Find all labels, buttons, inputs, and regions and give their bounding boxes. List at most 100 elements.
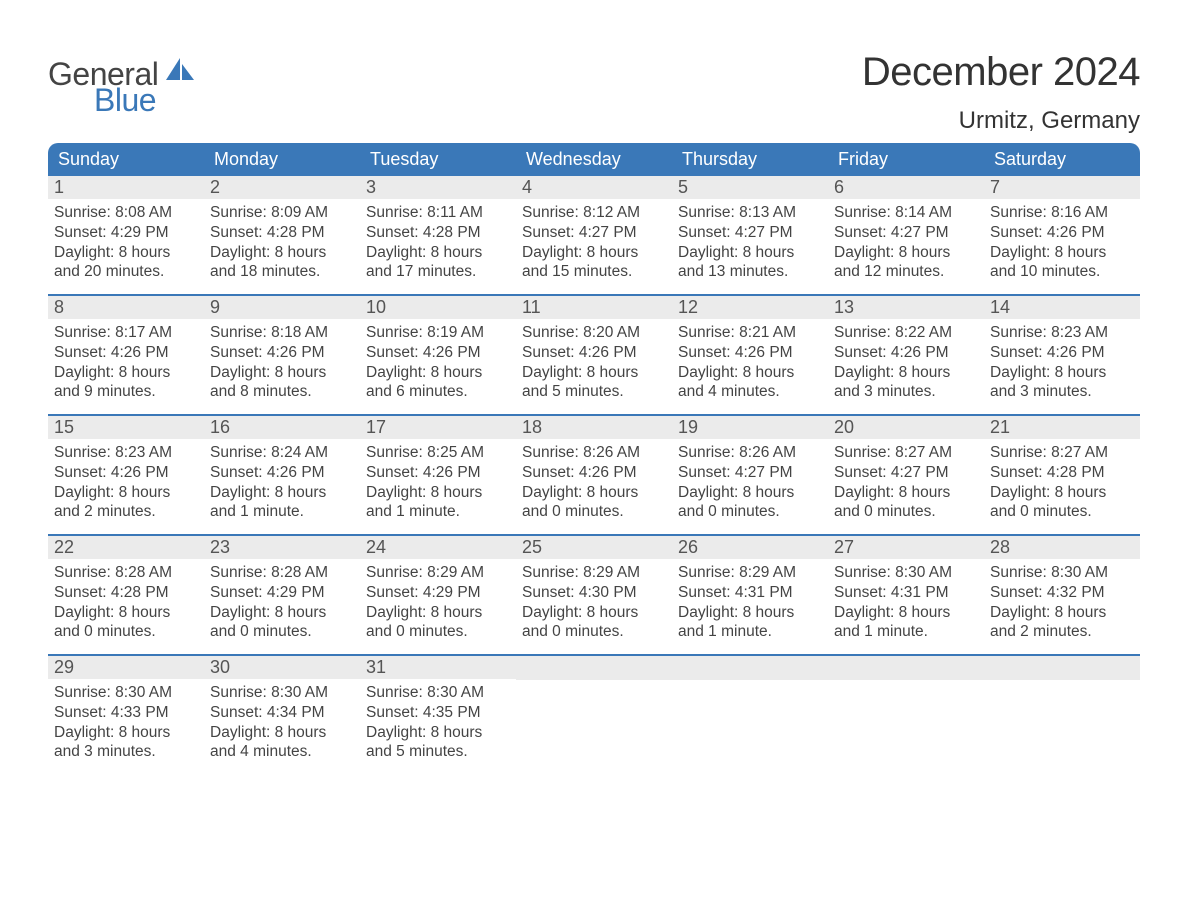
daylight-text-2: and 15 minutes. xyxy=(522,262,666,282)
daylight-text-1: Daylight: 8 hours xyxy=(678,603,822,623)
day-content: Sunrise: 8:19 AMSunset: 4:26 PMDaylight:… xyxy=(360,319,516,410)
day-content: Sunrise: 8:26 AMSunset: 4:26 PMDaylight:… xyxy=(516,439,672,530)
day-number: 23 xyxy=(204,536,360,559)
daylight-text-2: and 20 minutes. xyxy=(54,262,198,282)
sunset-text: Sunset: 4:29 PM xyxy=(366,583,510,603)
day-content: Sunrise: 8:23 AMSunset: 4:26 PMDaylight:… xyxy=(48,439,204,530)
sunrise-text: Sunrise: 8:30 AM xyxy=(990,563,1134,583)
sunset-text: Sunset: 4:28 PM xyxy=(366,223,510,243)
day-content: Sunrise: 8:09 AMSunset: 4:28 PMDaylight:… xyxy=(204,199,360,290)
day-cell: 2Sunrise: 8:09 AMSunset: 4:28 PMDaylight… xyxy=(204,176,360,294)
day-cell: 11Sunrise: 8:20 AMSunset: 4:26 PMDayligh… xyxy=(516,296,672,414)
daylight-text-1: Daylight: 8 hours xyxy=(366,483,510,503)
daylight-text-1: Daylight: 8 hours xyxy=(210,243,354,263)
day-content: Sunrise: 8:30 AMSunset: 4:34 PMDaylight:… xyxy=(204,679,360,770)
day-cell: 24Sunrise: 8:29 AMSunset: 4:29 PMDayligh… xyxy=(360,536,516,654)
day-number: 29 xyxy=(48,656,204,679)
day-content: Sunrise: 8:13 AMSunset: 4:27 PMDaylight:… xyxy=(672,199,828,290)
daylight-text-2: and 17 minutes. xyxy=(366,262,510,282)
daylight-text-2: and 1 minute. xyxy=(210,502,354,522)
day-content: Sunrise: 8:30 AMSunset: 4:33 PMDaylight:… xyxy=(48,679,204,770)
day-number: 7 xyxy=(984,176,1140,199)
day-content: Sunrise: 8:17 AMSunset: 4:26 PMDaylight:… xyxy=(48,319,204,410)
empty-day-bar xyxy=(516,656,672,680)
sunset-text: Sunset: 4:27 PM xyxy=(834,463,978,483)
day-cell: 18Sunrise: 8:26 AMSunset: 4:26 PMDayligh… xyxy=(516,416,672,534)
sunset-text: Sunset: 4:26 PM xyxy=(678,343,822,363)
sunset-text: Sunset: 4:26 PM xyxy=(522,463,666,483)
location-label: Urmitz, Germany xyxy=(862,107,1140,135)
daylight-text-1: Daylight: 8 hours xyxy=(990,483,1134,503)
day-number: 6 xyxy=(828,176,984,199)
day-number: 10 xyxy=(360,296,516,319)
daylight-text-2: and 1 minute. xyxy=(366,502,510,522)
day-cell: 12Sunrise: 8:21 AMSunset: 4:26 PMDayligh… xyxy=(672,296,828,414)
daylight-text-2: and 5 minutes. xyxy=(522,382,666,402)
sunrise-text: Sunrise: 8:22 AM xyxy=(834,323,978,343)
daylight-text-1: Daylight: 8 hours xyxy=(990,243,1134,263)
daylight-text-2: and 0 minutes. xyxy=(54,622,198,642)
day-number: 24 xyxy=(360,536,516,559)
daylight-text-1: Daylight: 8 hours xyxy=(366,723,510,743)
sunset-text: Sunset: 4:26 PM xyxy=(366,463,510,483)
sunrise-text: Sunrise: 8:27 AM xyxy=(990,443,1134,463)
sunset-text: Sunset: 4:28 PM xyxy=(990,463,1134,483)
daylight-text-1: Daylight: 8 hours xyxy=(834,243,978,263)
sunset-text: Sunset: 4:26 PM xyxy=(990,223,1134,243)
day-number: 13 xyxy=(828,296,984,319)
daylight-text-2: and 1 minute. xyxy=(834,622,978,642)
sunset-text: Sunset: 4:27 PM xyxy=(678,223,822,243)
daylight-text-2: and 3 minutes. xyxy=(990,382,1134,402)
daylight-text-2: and 6 minutes. xyxy=(366,382,510,402)
day-cell: 9Sunrise: 8:18 AMSunset: 4:26 PMDaylight… xyxy=(204,296,360,414)
sunrise-text: Sunrise: 8:20 AM xyxy=(522,323,666,343)
day-cell: 8Sunrise: 8:17 AMSunset: 4:26 PMDaylight… xyxy=(48,296,204,414)
day-header-tuesday: Tuesday xyxy=(360,143,516,176)
day-cell: 30Sunrise: 8:30 AMSunset: 4:34 PMDayligh… xyxy=(204,656,360,774)
logo-sail-icon xyxy=(166,58,194,84)
daylight-text-1: Daylight: 8 hours xyxy=(54,243,198,263)
sunrise-text: Sunrise: 8:28 AM xyxy=(54,563,198,583)
day-content: Sunrise: 8:11 AMSunset: 4:28 PMDaylight:… xyxy=(360,199,516,290)
day-number: 28 xyxy=(984,536,1140,559)
sunset-text: Sunset: 4:26 PM xyxy=(210,463,354,483)
daylight-text-1: Daylight: 8 hours xyxy=(54,603,198,623)
sunset-text: Sunset: 4:31 PM xyxy=(834,583,978,603)
day-cell: 25Sunrise: 8:29 AMSunset: 4:30 PMDayligh… xyxy=(516,536,672,654)
sunset-text: Sunset: 4:26 PM xyxy=(834,343,978,363)
sunrise-text: Sunrise: 8:28 AM xyxy=(210,563,354,583)
day-cell: 1Sunrise: 8:08 AMSunset: 4:29 PMDaylight… xyxy=(48,176,204,294)
sunset-text: Sunset: 4:32 PM xyxy=(990,583,1134,603)
daylight-text-2: and 4 minutes. xyxy=(678,382,822,402)
day-cell: 3Sunrise: 8:11 AMSunset: 4:28 PMDaylight… xyxy=(360,176,516,294)
daylight-text-2: and 18 minutes. xyxy=(210,262,354,282)
title-block: December 2024 Urmitz, Germany xyxy=(862,50,1140,135)
day-cell: 7Sunrise: 8:16 AMSunset: 4:26 PMDaylight… xyxy=(984,176,1140,294)
day-number: 30 xyxy=(204,656,360,679)
day-number: 18 xyxy=(516,416,672,439)
daylight-text-1: Daylight: 8 hours xyxy=(54,723,198,743)
sunset-text: Sunset: 4:26 PM xyxy=(54,463,198,483)
daylight-text-1: Daylight: 8 hours xyxy=(210,363,354,383)
day-content: Sunrise: 8:22 AMSunset: 4:26 PMDaylight:… xyxy=(828,319,984,410)
daylight-text-2: and 4 minutes. xyxy=(210,742,354,762)
daylight-text-2: and 0 minutes. xyxy=(990,502,1134,522)
sunrise-text: Sunrise: 8:24 AM xyxy=(210,443,354,463)
day-number: 27 xyxy=(828,536,984,559)
empty-day-bar xyxy=(672,656,828,680)
day-content: Sunrise: 8:14 AMSunset: 4:27 PMDaylight:… xyxy=(828,199,984,290)
day-content: Sunrise: 8:30 AMSunset: 4:35 PMDaylight:… xyxy=(360,679,516,770)
day-content: Sunrise: 8:25 AMSunset: 4:26 PMDaylight:… xyxy=(360,439,516,530)
sunrise-text: Sunrise: 8:30 AM xyxy=(366,683,510,703)
day-content: Sunrise: 8:08 AMSunset: 4:29 PMDaylight:… xyxy=(48,199,204,290)
empty-day-bar xyxy=(984,656,1140,680)
sunrise-text: Sunrise: 8:12 AM xyxy=(522,203,666,223)
daylight-text-2: and 13 minutes. xyxy=(678,262,822,282)
sunrise-text: Sunrise: 8:17 AM xyxy=(54,323,198,343)
empty-day-bar xyxy=(828,656,984,680)
day-number: 1 xyxy=(48,176,204,199)
daylight-text-1: Daylight: 8 hours xyxy=(522,603,666,623)
daylight-text-2: and 0 minutes. xyxy=(210,622,354,642)
week-row: 29Sunrise: 8:30 AMSunset: 4:33 PMDayligh… xyxy=(48,654,1140,774)
daylight-text-2: and 0 minutes. xyxy=(522,622,666,642)
